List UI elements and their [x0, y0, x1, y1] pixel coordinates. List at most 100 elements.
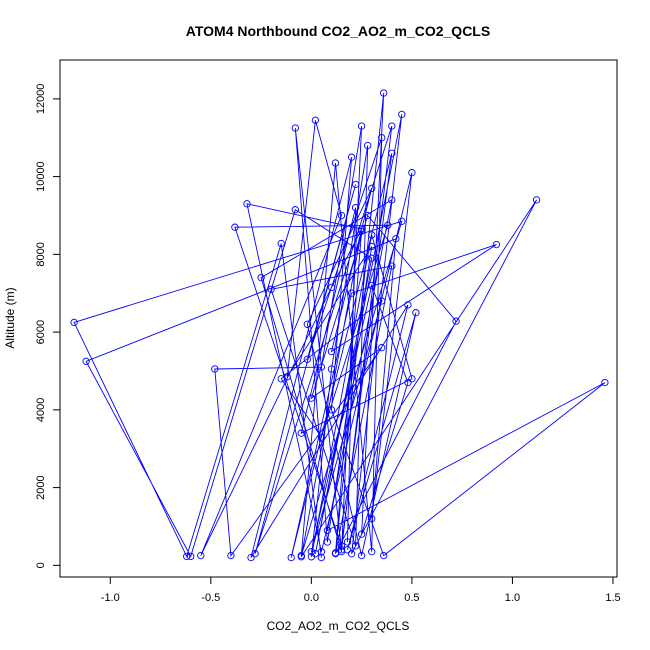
data-point	[327, 365, 336, 373]
data-point	[187, 552, 195, 561]
x-tick-label: 1.0	[505, 592, 520, 604]
data-point	[380, 551, 388, 560]
data-point	[408, 375, 416, 383]
data-point	[323, 538, 332, 546]
data-point	[384, 221, 392, 229]
data-point	[368, 231, 376, 239]
x-axis: -1.0 -0.5 0.0 0.5 1.0 1.5	[101, 576, 621, 604]
data-point	[392, 235, 400, 243]
data-point	[303, 320, 311, 328]
data-point	[398, 217, 406, 225]
data-point	[388, 122, 396, 130]
data-point	[291, 206, 299, 214]
data-point	[364, 141, 372, 150]
data-point	[327, 283, 336, 292]
x-tick-label: 1.5	[605, 592, 620, 604]
data-point	[337, 211, 346, 220]
data-point	[388, 149, 396, 157]
data-point	[404, 301, 412, 309]
data-point	[492, 240, 501, 249]
data-point	[317, 433, 326, 441]
data-point	[351, 542, 360, 550]
data-point	[303, 355, 311, 363]
y-tick-label: 4000	[35, 398, 47, 422]
data-point	[368, 242, 376, 251]
data-point	[368, 515, 376, 523]
data-point	[337, 542, 346, 550]
data-point	[331, 550, 340, 558]
x-tick-label: 0.5	[404, 592, 419, 604]
data-point	[357, 122, 366, 130]
data-point	[197, 551, 205, 560]
data-point	[601, 378, 609, 387]
y-tick-label: 0	[35, 562, 47, 568]
data-point	[243, 200, 251, 208]
x-tick-label: -0.5	[201, 592, 220, 604]
data-point	[347, 289, 356, 297]
data-point	[311, 116, 320, 124]
data-point	[307, 553, 316, 561]
data-point	[347, 550, 356, 558]
data-point	[368, 184, 376, 192]
data-point	[368, 548, 376, 556]
data-point	[317, 363, 326, 371]
data-point	[287, 553, 295, 562]
data-point	[351, 180, 360, 189]
x-tick-label: 0.0	[304, 592, 319, 604]
data-point	[247, 553, 255, 562]
y-tick-label: 2000	[35, 475, 47, 499]
data-point	[388, 196, 396, 204]
data-point	[364, 211, 372, 220]
y-tick-label: 6000	[35, 320, 47, 344]
data-point	[380, 89, 388, 97]
data-point	[331, 159, 340, 167]
y-tick-label: 10000	[35, 161, 47, 192]
data-point	[257, 274, 265, 282]
data-point	[368, 254, 376, 262]
x-tick-label: -1.0	[101, 592, 120, 604]
data-point	[231, 223, 239, 231]
chart-title: ATOM4 Northbound CO2_AO2_m_CO2_QCLS	[186, 23, 490, 39]
data-point	[343, 538, 352, 546]
data-point	[291, 124, 299, 132]
data-point	[297, 553, 305, 561]
data-point	[347, 153, 356, 161]
data-point	[532, 196, 541, 204]
data-point	[368, 281, 376, 290]
data-point	[327, 406, 336, 414]
data-point	[357, 530, 366, 538]
data-point	[452, 317, 460, 325]
data-point	[327, 347, 336, 356]
data-point	[408, 169, 416, 177]
data-point	[398, 110, 406, 119]
data-point	[357, 227, 366, 235]
y-axis: 0 2000 4000 6000 8000 10000 12000	[35, 84, 61, 568]
data-point	[211, 365, 219, 373]
data-point	[378, 297, 386, 305]
data-point	[307, 394, 316, 402]
data-point	[317, 553, 326, 562]
data-point	[82, 357, 90, 365]
y-tick-label: 8000	[35, 242, 47, 266]
x-axis-label: CO2_AO2_m_CO2_QCLS	[267, 619, 410, 633]
data-point	[70, 318, 78, 327]
data-point	[277, 375, 285, 383]
data-point	[412, 309, 420, 317]
y-tick-label: 12000	[35, 84, 47, 115]
data-point	[227, 551, 235, 560]
data-point	[277, 239, 285, 248]
data-point	[388, 262, 396, 270]
data-point	[357, 225, 366, 233]
series-layer	[70, 89, 609, 562]
y-axis-label: Altitude (m)	[3, 287, 17, 348]
data-point	[357, 551, 366, 560]
data-point	[183, 552, 191, 561]
data-point	[404, 378, 412, 387]
data-point	[251, 550, 259, 558]
data-point	[307, 548, 316, 556]
data-point	[351, 204, 360, 212]
data-point	[378, 344, 386, 352]
data-point	[378, 134, 386, 142]
data-point	[267, 285, 275, 293]
